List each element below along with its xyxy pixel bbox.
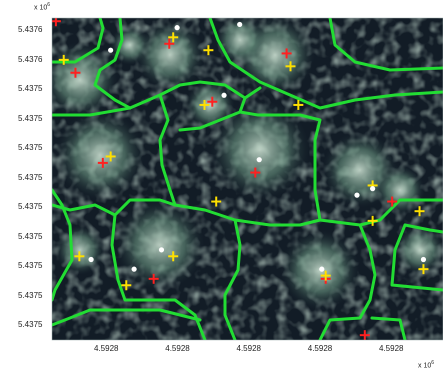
segment-boundary — [110, 213, 207, 340]
y-tick-label: 5.4375 — [18, 172, 43, 182]
y-tick-label: 5.4375 — [18, 320, 43, 329]
white-dot-marker — [174, 25, 180, 31]
segment-boundary — [233, 218, 322, 227]
red-cross-marker — [52, 18, 61, 27]
yellow-cross-marker — [285, 61, 296, 72]
yellow-cross-marker — [168, 32, 179, 43]
white-dot-marker — [237, 21, 243, 28]
tree-crown — [135, 20, 205, 90]
red-cross-marker — [97, 157, 108, 168]
segment-boundary — [52, 80, 247, 117]
yellow-cross-marker — [74, 251, 85, 262]
tree-crown — [55, 225, 105, 275]
y-tick-label: 5.4375 — [18, 113, 43, 123]
tree-crown — [215, 18, 265, 65]
tree-crown — [115, 200, 205, 290]
segment-boundary — [223, 218, 242, 340]
y-tick-label: 5.4376 — [18, 54, 43, 64]
plot-frame — [51, 17, 443, 341]
red-cross-marker — [250, 167, 261, 178]
red-cross-marker — [359, 330, 370, 340]
yellow-cross-marker — [367, 215, 378, 226]
segment-boundary — [52, 308, 202, 327]
white-dot-marker — [354, 192, 360, 198]
x-tick-label: 4.5928 — [379, 344, 404, 353]
y-tick-label: 5.4375 — [18, 143, 43, 152]
x-tick-label: 4.5928 — [307, 344, 333, 353]
white-dot-marker — [420, 256, 427, 263]
segment-boundary — [52, 188, 74, 302]
yellow-cross-marker — [203, 45, 214, 56]
tree-crown — [110, 25, 150, 65]
white-dot-marker — [158, 247, 165, 253]
red-cross-marker — [281, 48, 292, 59]
yellow-cross-marker — [58, 54, 69, 65]
segment-boundary — [403, 223, 443, 234]
tree-crown — [375, 165, 425, 215]
segment-boundary — [318, 223, 377, 340]
segment-boundary — [243, 86, 262, 100]
yellow-cross-marker — [168, 251, 179, 262]
yellow-cross-marker — [418, 264, 429, 275]
yellow-cross-marker — [121, 280, 132, 291]
y-tick-label: 5.4375 — [18, 84, 43, 93]
segment-boundary — [390, 223, 443, 292]
tree-crown — [395, 225, 443, 275]
y-tick-label: 5.4375 — [18, 202, 43, 211]
white-dot-marker — [221, 92, 227, 98]
segment-boundary — [93, 18, 132, 110]
tree-crown — [210, 100, 310, 200]
segment-boundary — [178, 110, 242, 132]
white-dot-marker — [319, 266, 325, 272]
segment-boundary — [158, 93, 177, 207]
yellow-cross-marker — [211, 196, 222, 207]
x-tick-label: 4.5928 — [94, 344, 119, 353]
red-cross-marker — [70, 67, 81, 78]
y-tick-label: 5.4375 — [18, 231, 43, 241]
x-exponent-label: x 106 — [418, 360, 435, 370]
segment-boundary — [52, 198, 237, 222]
satellite-image — [52, 18, 443, 340]
red-cross-marker — [148, 273, 159, 284]
tree-crown — [55, 110, 145, 200]
tree-crown — [52, 42, 118, 118]
yellow-cross-marker — [414, 206, 425, 217]
white-dot-marker — [256, 157, 262, 163]
red-cross-marker — [164, 38, 175, 49]
y-tick-label: 5.4376 — [18, 25, 43, 34]
yellow-cross-marker — [320, 270, 331, 281]
yellow-cross-marker — [199, 99, 210, 110]
x-tick-label: 4.5928 — [165, 344, 190, 353]
x-tick-label: 4.5928 — [236, 344, 261, 353]
segment-boundary — [208, 18, 443, 110]
segment-boundary — [370, 316, 407, 340]
red-cross-marker — [207, 96, 218, 107]
segment-boundary — [328, 18, 443, 72]
white-dot-marker — [370, 186, 376, 192]
yellow-cross-marker — [105, 151, 116, 162]
white-dot-marker — [131, 266, 137, 272]
y-tick-label: 5.4375 — [18, 290, 43, 300]
y-tick-label: 5.4375 — [18, 261, 43, 270]
segment-boundary — [238, 110, 443, 227]
y-exponent-label: x 106 — [34, 2, 51, 12]
segment-boundary — [52, 18, 105, 64]
white-dot-marker — [108, 47, 114, 53]
red-cross-marker — [387, 196, 398, 207]
yellow-cross-marker — [293, 99, 304, 110]
white-dot-marker — [88, 256, 94, 263]
